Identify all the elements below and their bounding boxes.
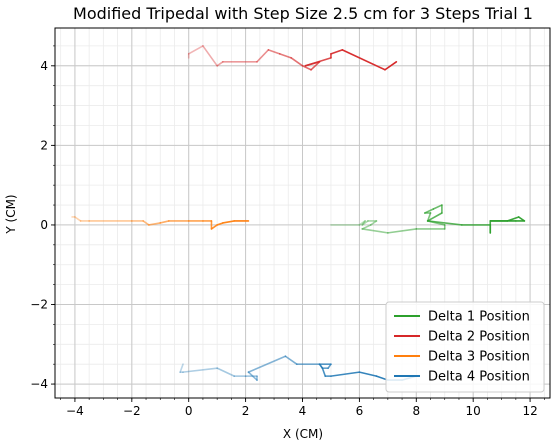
series-2-segment (304, 57, 332, 67)
series-4-segment (330, 371, 361, 377)
series-2-segment (267, 49, 281, 55)
series-1-segment (387, 228, 418, 234)
series-3-segment (222, 220, 236, 224)
series-3-segment (142, 220, 150, 226)
legend: Delta 1 Position Delta 2 Position Delta 3 … (385, 301, 545, 393)
series-4-segment (358, 371, 378, 377)
y-tick-label: 2 (40, 138, 48, 152)
series-1-segment (358, 220, 366, 226)
legend-box (385, 301, 545, 393)
x-tick-label: 10 (466, 404, 481, 418)
legend-label-3: Delta 3 Position (428, 350, 530, 365)
series-3-segment (159, 220, 170, 224)
series-3-segment (74, 216, 82, 222)
legend-label-4: Delta 4 Position (428, 370, 530, 385)
series-1-segment (424, 208, 435, 214)
series-2-segment (216, 61, 224, 67)
series-3 (71, 216, 250, 230)
series-4-segment (216, 367, 236, 377)
series-2-segment (202, 45, 218, 67)
series-3-segment (216, 222, 224, 226)
y-tick-label: −2 (30, 298, 48, 312)
series-2-segment (301, 64, 312, 71)
series-4-segment (247, 355, 287, 373)
series-4-segment (247, 371, 258, 381)
series-2-segment (341, 49, 386, 71)
series-3-segment (148, 222, 162, 226)
chart-title: Modified Tripedal with Step Size 2.5 cm … (73, 4, 533, 23)
series-2-segment (278, 53, 292, 59)
series-2-segment (187, 45, 204, 55)
y-tick-label: 4 (40, 59, 48, 73)
y-tick-label: −4 (30, 377, 48, 391)
y-tick-label: 0 (40, 218, 48, 232)
series-2-segment (310, 61, 321, 71)
legend-label-2: Delta 2 Position (428, 330, 530, 345)
x-tick-label: 4 (299, 404, 307, 418)
series-2-segment (330, 49, 344, 55)
series-1-segment (361, 228, 389, 234)
series-2-segment (256, 49, 270, 63)
x-tick-label: −2 (123, 404, 141, 418)
x-tick-label: 0 (185, 404, 193, 418)
series-2 (187, 45, 398, 71)
series-1-segment (361, 220, 369, 226)
series-1 (330, 204, 526, 234)
series-2-segment (290, 57, 304, 67)
series-1-segment (426, 212, 443, 222)
series-4-segment (284, 355, 298, 365)
series-layer (71, 45, 526, 381)
series-4-segment (182, 367, 218, 373)
x-tick-label: 2 (242, 404, 250, 418)
series-1-segment (361, 224, 372, 230)
series-4-segment (318, 363, 324, 369)
x-tick-label: 8 (412, 404, 420, 418)
series-1-segment (432, 204, 443, 210)
series-1-segment (426, 212, 432, 222)
series-1-segment (369, 220, 378, 226)
series-4 (179, 355, 418, 381)
x-tick-label: 12 (522, 404, 537, 418)
x-axis-label: X (CM) (283, 427, 323, 441)
series-4-segment (179, 363, 184, 373)
axis-ticks: −4 −2 0 2 4 6 8 10 12 −4 −2 0 2 4 (30, 45, 545, 418)
x-tick-label: 6 (356, 404, 364, 418)
legend-label-1: Delta 1 Position (428, 310, 530, 325)
x-tick-label: −4 (66, 404, 84, 418)
series-4-segment (321, 367, 327, 377)
series-1-segment (361, 220, 366, 226)
series-2-segment (384, 61, 398, 71)
y-axis-label: Y (CM) (4, 194, 18, 234)
series-1-segment (426, 220, 463, 226)
series-3-segment (210, 224, 218, 230)
